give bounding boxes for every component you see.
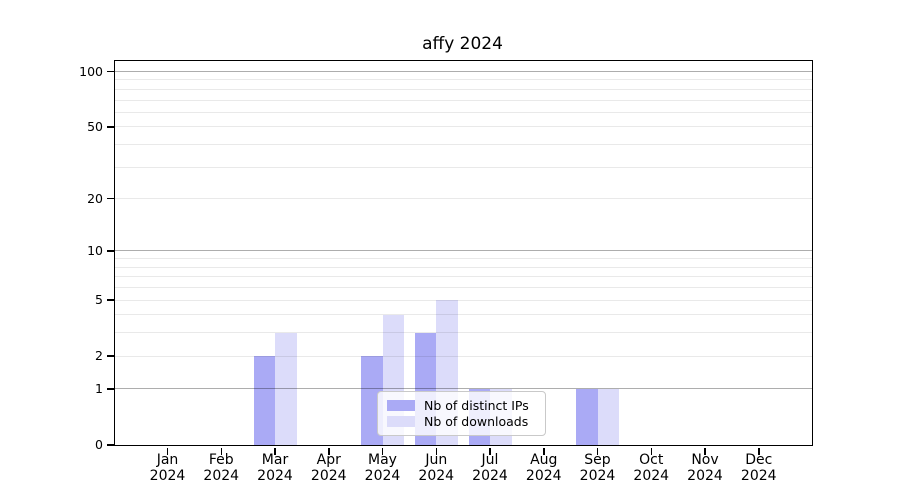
x-tick [489, 448, 491, 455]
x-tick-label: Aug 2024 [504, 452, 584, 484]
x-tick-label-year: 2024 [687, 467, 723, 484]
y-tick [107, 355, 115, 357]
x-tick [220, 448, 222, 455]
x-tick-label-month: Dec [745, 452, 773, 468]
legend-swatch-distinct-ips [387, 400, 415, 411]
bar-distinct-ips-sep [576, 388, 598, 445]
gridline-minor [115, 126, 812, 128]
legend: Nb of distinct IPs Nb of downloads [377, 391, 546, 436]
y-tick-label: 1 [95, 380, 103, 396]
y-tick [107, 250, 115, 252]
gridline-minor [115, 99, 812, 101]
x-tick-label-month: Jul [481, 452, 499, 468]
y-tick-label: 20 [87, 190, 103, 206]
x-tick-label: Mar 2024 [235, 452, 315, 484]
x-tick [758, 448, 760, 455]
gridline-minor [115, 166, 812, 168]
x-tick-label: Jan 2024 [128, 452, 208, 484]
gridline-minor [115, 258, 812, 260]
gridline-minor [115, 355, 812, 357]
y-tick [107, 126, 115, 128]
y-tick-label: 10 [87, 242, 103, 258]
x-tick-label-year: 2024 [310, 467, 347, 484]
gridline-major [115, 71, 812, 73]
chart-title: affy 2024 [422, 34, 503, 54]
gridline-minor [115, 299, 812, 301]
y-tick-label: 50 [87, 118, 103, 134]
x-tick-label: Jun 2024 [396, 452, 476, 484]
x-tick-label-year: 2024 [740, 467, 777, 484]
gridline-minor [115, 314, 812, 316]
x-tick-label-year: 2024 [364, 467, 401, 484]
x-tick-label-year: 2024 [149, 467, 186, 484]
x-tick-label-year: 2024 [203, 467, 240, 484]
legend-label-distinct-ips: Nb of distinct IPs [424, 398, 529, 413]
x-tick [543, 448, 545, 455]
plot-area: 100 50 20 10 5 2 1 0 Jan 2024 Feb 2024 Mar 2024 Apr 202… [79, 60, 813, 483]
y-tick-label: 5 [95, 292, 103, 307]
x-tick-label: Dec 2024 [719, 452, 799, 484]
legend-label-downloads: Nb of downloads [424, 414, 529, 429]
x-tick-label-month: Nov [691, 452, 719, 468]
x-tick-label: Feb 2024 [181, 452, 261, 484]
bar-downloads-sep [597, 388, 619, 445]
x-tick [435, 448, 437, 455]
gridline-minor [115, 111, 812, 113]
y-tick [107, 70, 115, 73]
x-tick-label-month: Jan [156, 452, 179, 468]
x-tick-label-year: 2024 [579, 467, 616, 484]
x-tick [650, 448, 652, 455]
gridline-major [115, 250, 812, 252]
x-tick-label: Sep 2024 [558, 452, 638, 484]
gridline-minor [115, 266, 812, 268]
x-tick-label-month: Aug [530, 452, 558, 468]
y-tick [107, 197, 115, 200]
x-tick-label: Apr 2024 [289, 452, 369, 484]
x-tick-label-month: Sep [584, 452, 611, 468]
x-tick-label-year: 2024 [472, 467, 508, 484]
x-tick-label-month: Oct [639, 452, 664, 468]
legend-swatch-downloads [387, 416, 415, 427]
x-tick-label-month: Apr [316, 452, 341, 468]
y-tick-label: 2 [95, 348, 103, 364]
gridline-minor [115, 287, 812, 289]
legend-item-distinct-ips: Nb of distinct IPs [387, 398, 536, 413]
y-tick-label: 100 [79, 63, 103, 79]
x-tick [704, 448, 706, 455]
x-tick-label-month: Jun [425, 452, 448, 468]
x-tick-label: May 2024 [343, 452, 423, 484]
y-tick [107, 444, 115, 446]
x-tick-label: Nov 2024 [665, 452, 745, 484]
x-tick-label-year: 2024 [418, 467, 455, 484]
gridline-minor [115, 198, 812, 200]
bar-distinct-ips-mar [253, 356, 275, 445]
gridline-minor [115, 143, 812, 145]
x-tick [328, 448, 330, 455]
x-tick-label: Oct 2024 [611, 452, 691, 484]
y-tick [107, 299, 115, 301]
y-tick [107, 388, 115, 390]
x-tick-label-month: Feb [208, 452, 234, 468]
y-tick-label: 0 [95, 437, 103, 452]
x-tick-label-month: Mar [261, 452, 289, 468]
x-tick-label-year: 2024 [257, 467, 293, 484]
bar-downloads-mar [275, 332, 297, 445]
x-tick [274, 448, 276, 455]
gridline-minor [115, 79, 812, 81]
gridline-minor [115, 276, 812, 278]
gridline-minor [115, 88, 812, 90]
x-tick [596, 448, 599, 455]
gridline-minor [115, 332, 812, 334]
x-tick [381, 448, 384, 455]
x-tick-label-year: 2024 [525, 467, 562, 484]
x-tick-label-month: May [368, 452, 397, 468]
x-tick-label-year: 2024 [633, 467, 670, 484]
gridline-major [115, 388, 812, 390]
legend-item-downloads: Nb of downloads [387, 414, 536, 429]
x-tick-label: Jul 2024 [450, 452, 530, 484]
x-tick [166, 448, 169, 455]
